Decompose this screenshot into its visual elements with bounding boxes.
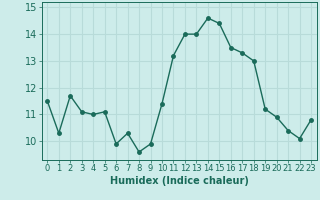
X-axis label: Humidex (Indice chaleur): Humidex (Indice chaleur): [110, 176, 249, 186]
